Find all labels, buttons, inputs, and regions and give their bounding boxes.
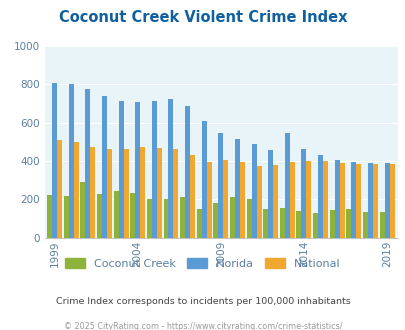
Bar [156,148,162,238]
Bar [218,133,223,238]
Bar [213,203,218,238]
Bar [147,199,151,238]
Bar [185,106,190,238]
Bar [234,139,239,238]
Bar [322,161,327,238]
Bar [97,194,102,238]
Bar [279,208,284,238]
Text: © 2025 CityRating.com - https://www.cityrating.com/crime-statistics/: © 2025 CityRating.com - https://www.city… [64,322,341,330]
Bar [268,149,273,238]
Bar [180,197,185,238]
Bar [389,164,394,238]
Bar [312,213,317,238]
Bar [284,133,289,238]
Bar [206,162,211,238]
Bar [329,210,334,238]
Bar [113,191,118,238]
Bar [201,121,206,238]
Bar [379,212,384,238]
Bar [273,165,277,238]
Bar [372,164,377,238]
Bar [289,162,294,238]
Bar [107,148,112,238]
Bar [130,193,135,238]
Bar [135,102,140,238]
Bar [74,142,79,238]
Bar [196,209,201,238]
Bar [356,164,360,238]
Bar [223,160,228,238]
Bar [334,160,339,238]
Bar [229,197,234,238]
Bar [123,148,128,238]
Bar [80,182,85,238]
Bar [262,209,268,238]
Bar [306,161,311,238]
Bar [362,212,367,238]
Bar [64,196,68,238]
Bar [140,147,145,238]
Bar [85,89,90,238]
Bar [118,101,123,238]
Bar [339,163,344,238]
Bar [345,209,350,238]
Bar [90,147,95,238]
Bar [239,162,244,238]
Bar [163,199,168,238]
Bar [317,155,322,238]
Bar [57,140,62,238]
Text: Coconut Creek Violent Crime Index: Coconut Creek Violent Crime Index [59,10,346,25]
Bar [350,162,356,238]
Bar [68,84,74,238]
Bar [384,163,389,238]
Bar [190,155,195,238]
Bar [246,199,251,238]
Bar [256,166,261,238]
Bar [102,96,107,238]
Bar [47,195,52,238]
Bar [168,99,173,238]
Text: Crime Index corresponds to incidents per 100,000 inhabitants: Crime Index corresponds to incidents per… [55,297,350,306]
Legend: Coconut Creek, Florida, National: Coconut Creek, Florida, National [61,254,344,273]
Bar [367,163,372,238]
Bar [251,144,256,238]
Bar [151,101,156,238]
Bar [52,82,57,238]
Bar [173,148,178,238]
Bar [296,211,301,238]
Bar [301,148,306,238]
